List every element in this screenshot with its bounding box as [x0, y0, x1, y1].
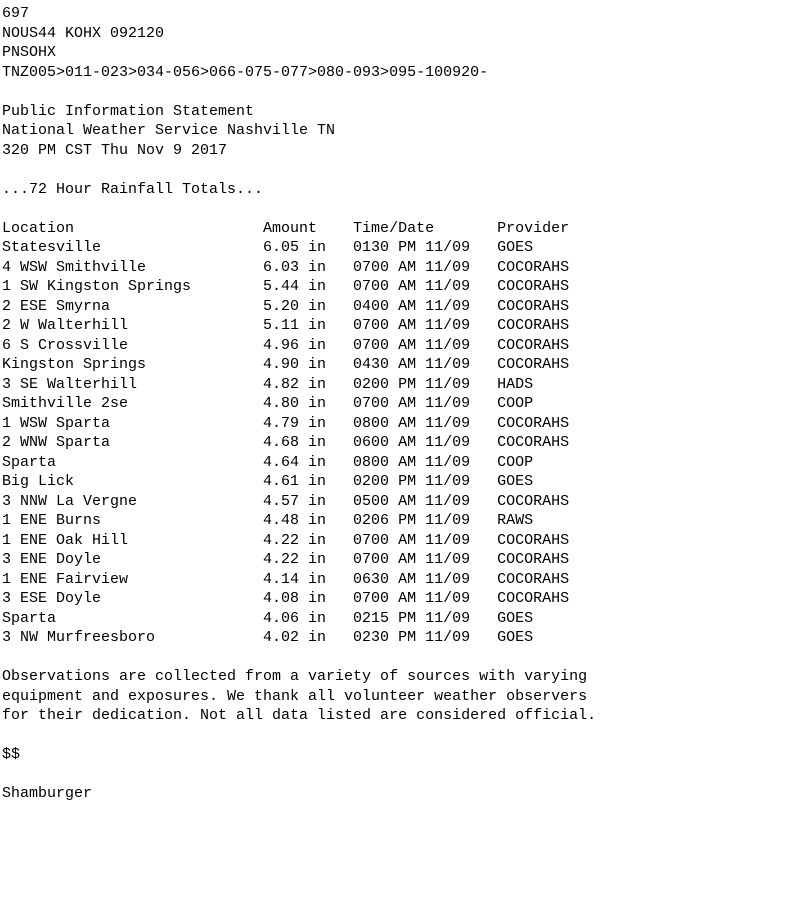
pil-line: PNSOHX: [2, 44, 56, 61]
footer-l1: Observations are collected from a variet…: [2, 668, 587, 685]
headline: ...72 Hour Rainfall Totals...: [2, 181, 263, 198]
table-body: Statesville 6.05 in 0130 PM 11/09 GOES 4…: [2, 239, 569, 646]
ugc-line: TNZ005>011-023>034-056>066-075-077>080-0…: [2, 64, 488, 81]
title-line: Public Information Statement: [2, 103, 254, 120]
footer-l3: for their dedication. Not all data liste…: [2, 707, 596, 724]
office-line: National Weather Service Nashville TN: [2, 122, 335, 139]
table-header-row: Location Amount Time/Date Provider: [2, 220, 569, 237]
weather-bulletin: 697 NOUS44 KOHX 092120 PNSOHX TNZ005>011…: [0, 0, 788, 804]
footer-l2: equipment and exposures. We thank all vo…: [2, 688, 587, 705]
seq-line: 697: [2, 5, 29, 22]
author: Shamburger: [2, 785, 92, 802]
end-marker: $$: [2, 746, 20, 763]
issued-line: 320 PM CST Thu Nov 9 2017: [2, 142, 227, 159]
wmo-line: NOUS44 KOHX 092120: [2, 25, 164, 42]
